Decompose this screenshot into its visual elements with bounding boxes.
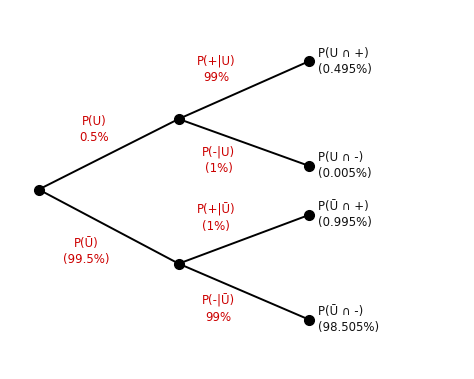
- Text: P(+|U)
99%: P(+|U) 99%: [197, 55, 235, 84]
- Text: P(-|U)
(1%): P(-|U) (1%): [202, 146, 235, 175]
- Text: P(Ū ∩ -)
(98.505%): P(Ū ∩ -) (98.505%): [318, 305, 379, 334]
- Text: P(U ∩ +)
(0.495%): P(U ∩ +) (0.495%): [318, 47, 372, 75]
- Text: P(Ū ∩ +)
(0.995%): P(Ū ∩ +) (0.995%): [318, 200, 372, 229]
- Text: P(Ū)
(99.5%): P(Ū) (99.5%): [63, 237, 109, 266]
- Text: P(+|Ū)
(1%): P(+|Ū) (1%): [197, 203, 235, 233]
- Text: P(U)
0.5%: P(U) 0.5%: [80, 115, 109, 144]
- Text: P(-|Ū)
99%: P(-|Ū) 99%: [202, 294, 235, 324]
- Text: P(U ∩ -)
(0.005%): P(U ∩ -) (0.005%): [318, 152, 371, 180]
